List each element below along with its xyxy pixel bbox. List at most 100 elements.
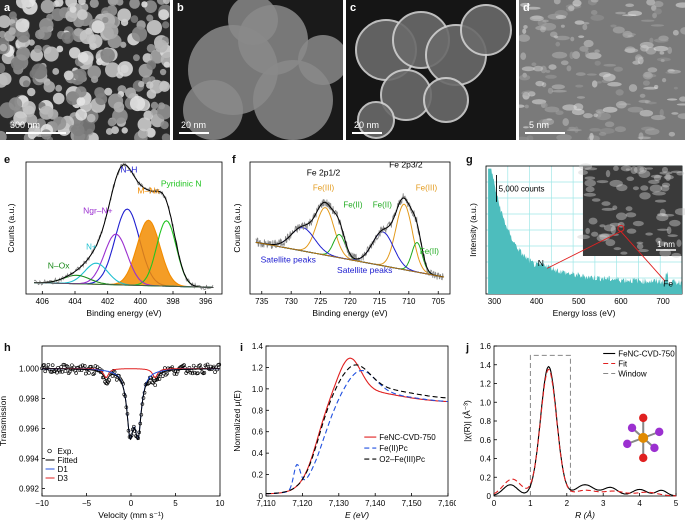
hrtem-fringe xyxy=(653,0,664,8)
x-axis-label: Binding energy (eV) xyxy=(86,308,161,318)
sem-particle xyxy=(78,0,86,6)
y-axis-label: |χ(R)| (Å⁻³) xyxy=(462,400,472,442)
sem-particle xyxy=(26,114,38,126)
hrtem-fringe xyxy=(519,104,525,108)
tem-b-blobs xyxy=(173,0,343,140)
sem-particle xyxy=(43,46,59,62)
hrtem-fringe xyxy=(666,98,678,101)
sem-particle xyxy=(146,81,154,89)
tem-particle xyxy=(298,35,343,85)
y-tick-label: 0.8 xyxy=(252,406,264,415)
exp-data-point xyxy=(198,363,202,367)
inset-texture xyxy=(652,191,666,196)
inset-texture xyxy=(655,237,662,244)
x-tick-label: 715 xyxy=(373,297,387,306)
eels-inset-image xyxy=(582,166,682,256)
inset-texture xyxy=(620,251,628,255)
legend-label-window: Window xyxy=(618,370,647,379)
sem-particle xyxy=(52,68,60,75)
x-tick-label: 400 xyxy=(530,297,544,306)
x-tick-label: 500 xyxy=(572,297,586,306)
y-tick-label: 0.4 xyxy=(480,455,492,464)
curve-fenc xyxy=(266,357,449,495)
panel-g: g 300 400 500 600 700 Energy loss (eV) Intensi… xyxy=(456,152,685,332)
sem-particle xyxy=(86,113,96,123)
hrtem-fringe xyxy=(519,74,531,81)
sem-particle xyxy=(102,16,109,24)
sem-particle xyxy=(40,0,55,14)
annotation-satellite-b: Satellite peaks xyxy=(337,265,392,275)
hrtem-fringe xyxy=(607,82,622,87)
inset-texture xyxy=(625,168,630,171)
hrtem-fringe xyxy=(524,104,529,109)
plot-frame xyxy=(25,161,223,295)
hrtem-fringe xyxy=(589,127,601,132)
chart-h-mossbauer: −10 −5 0 5 10 0.992 0.994 0.996 0.998 1.000 Veloci… xyxy=(0,345,225,520)
sem-particle xyxy=(154,39,168,53)
hrtem-fringe xyxy=(589,132,594,140)
hrtem-fringe xyxy=(604,121,615,128)
legend-label-fenc: FeNC-CVD-750 xyxy=(379,433,436,442)
annotation-fe2p32: Fe 2p3/2 xyxy=(389,159,423,169)
sem-particle xyxy=(91,20,105,34)
legend-label-fenc: FeNC-CVD-750 xyxy=(618,350,675,359)
inset-texture xyxy=(644,167,654,170)
hrtem-texture xyxy=(519,0,685,140)
plot-frame xyxy=(265,345,449,497)
hrtem-fringe xyxy=(679,96,685,102)
annotation-n-ox: N–Ox xyxy=(48,261,70,271)
x-tick-label: 400 xyxy=(134,297,148,306)
hrtem-fringe xyxy=(535,80,545,87)
panel-a-sem-image: a 300 nm xyxy=(0,0,170,140)
curve-feiipc xyxy=(265,370,448,495)
hrtem-fringe xyxy=(576,96,586,99)
sem-particle xyxy=(79,29,95,45)
sem-particle xyxy=(161,133,170,140)
inset-texture xyxy=(579,163,593,170)
inset-texture xyxy=(636,243,644,250)
y-axis-label: Transmission xyxy=(0,396,8,446)
hrtem-fringe xyxy=(574,20,585,25)
hrtem-fringe xyxy=(590,0,599,3)
hrtem-fringe xyxy=(582,23,588,31)
exp-data-point xyxy=(49,370,54,374)
hrtem-fringe xyxy=(599,72,611,78)
tem-particle xyxy=(423,77,469,123)
y-tick-label: 0.2 xyxy=(252,471,264,480)
hrtem-fringe xyxy=(520,2,531,8)
hrtem-fringe xyxy=(571,108,585,116)
sem-particle xyxy=(8,97,23,111)
sem-particle xyxy=(129,95,146,112)
inset-texture xyxy=(630,166,638,175)
panel-e: e 406 404 402 400 398 396 Binding energy (eV) C… xyxy=(0,152,228,332)
inset-texture xyxy=(598,233,613,238)
inset-texture xyxy=(632,220,644,227)
annotation-fe: Fe xyxy=(663,278,673,288)
inset-texture xyxy=(596,234,608,242)
hrtem-fringe xyxy=(652,12,657,19)
hrtem-fringe xyxy=(547,87,554,94)
hrtem-fringe xyxy=(610,24,617,28)
sem-particle xyxy=(146,43,156,53)
sem-particle xyxy=(146,60,157,70)
hrtem-fringe xyxy=(628,84,638,92)
scale-bar-d xyxy=(525,132,565,134)
inset-texture xyxy=(633,165,647,174)
sem-particle xyxy=(39,18,54,33)
hrtem-fringe xyxy=(555,110,564,116)
inset-texture xyxy=(605,170,611,178)
panel-c-tem-image: c 20 nm xyxy=(346,0,516,140)
hrtem-fringe xyxy=(642,80,650,86)
inset-texture xyxy=(609,222,621,227)
hrtem-fringe xyxy=(634,54,643,62)
hrtem-fringe xyxy=(603,63,617,67)
x-tick-label: 4 xyxy=(637,499,642,508)
sem-particle xyxy=(0,43,8,52)
hrtem-fringe xyxy=(523,25,528,29)
exp-data-point xyxy=(107,378,112,382)
exp-data-point xyxy=(200,370,204,375)
panel-label-j: j xyxy=(466,342,470,354)
hrtem-fringe xyxy=(596,81,602,84)
y-tick-label: 1.0 xyxy=(480,398,492,407)
inset-marker-circle xyxy=(617,224,625,232)
